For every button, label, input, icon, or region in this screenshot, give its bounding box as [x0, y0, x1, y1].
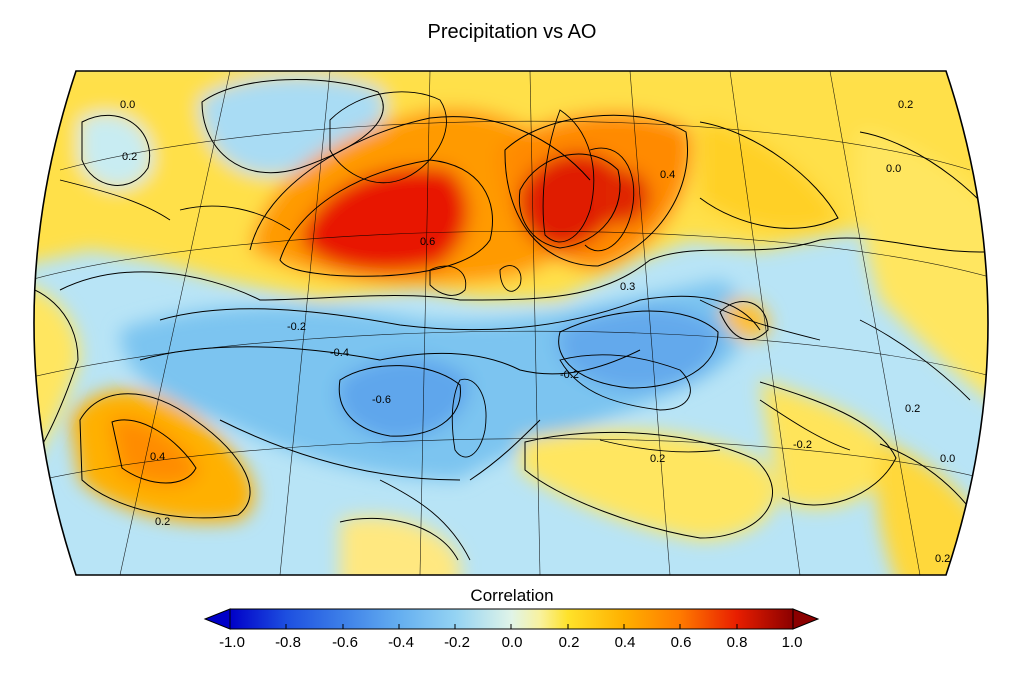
- colorbar-max-arrow: [792, 608, 820, 630]
- contour-label: 0.4: [660, 169, 675, 181]
- colorbar-tick-label: -0.8: [275, 634, 301, 651]
- map-border: [33, 70, 989, 576]
- contour-label: 0.2: [155, 516, 170, 528]
- contour-label-group: 0.0 0.2 -0.2 0.4 0.6 -0.4 -0.6 0.3 0.2 -…: [120, 99, 955, 565]
- contour-label: -0.2: [793, 439, 812, 451]
- contour-label: 0.0: [940, 453, 955, 465]
- colorbar-tick-label: 0.2: [558, 634, 580, 651]
- map-title: Precipitation vs AO: [427, 21, 597, 43]
- contour-label: -0.2: [287, 321, 306, 333]
- colorbar-min-arrow: [203, 608, 231, 630]
- colorbar-tick-label: 0.4: [614, 634, 636, 651]
- contour-label: 0.2: [898, 99, 913, 111]
- colorbar-tick-label: 0.0: [501, 634, 523, 651]
- contour-lines: [34, 79, 988, 561]
- colorbar-tick-label: -0.6: [332, 634, 358, 651]
- colorbar-tick-label: -1.0: [219, 634, 245, 651]
- contour-label: 0.2: [122, 151, 137, 163]
- contour-label: -0.6: [372, 394, 391, 406]
- contour-label: 0.0: [120, 99, 135, 111]
- colorbar-ticks: [229, 624, 794, 629]
- colorbar-label: Correlation: [470, 586, 554, 605]
- contour-label: -0.2: [560, 369, 579, 381]
- contour-label: 0.6: [420, 236, 435, 248]
- colorbar: [203, 608, 820, 630]
- colorbar-tick-label: -0.4: [388, 634, 414, 651]
- contour-label: -0.4: [330, 347, 349, 359]
- contour-label: 0.0: [886, 163, 901, 175]
- contour-label: 0.2: [935, 553, 950, 565]
- colorbar-tick-label: 0.8: [726, 634, 748, 651]
- contour-label: 0.2: [905, 403, 920, 415]
- colorbar-tick-label: -0.2: [444, 634, 470, 651]
- contour-label: 0.4: [150, 451, 165, 463]
- colorbar-tick-label: 1.0: [781, 634, 803, 651]
- contour-label: 0.3: [620, 281, 635, 293]
- colorbar-tick-label: 0.6: [670, 634, 692, 651]
- coastlines: [59, 91, 971, 561]
- map-field: 0.0 0.2 -0.2 0.4 0.6 -0.4 -0.6 0.3 0.2 -…: [34, 71, 988, 575]
- contour-label: 0.2: [650, 453, 665, 465]
- graticule: [34, 71, 988, 575]
